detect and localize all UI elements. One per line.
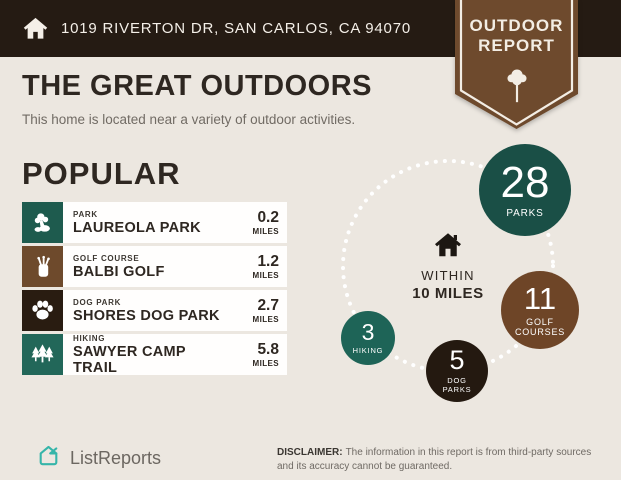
- golf-courses-label: GOLF COURSES: [514, 316, 566, 337]
- listreports-brand: ListReports: [36, 443, 161, 473]
- page-title: THE GREAT OUTDOORS: [22, 70, 373, 102]
- parks-count-bubble: 28 PARKS: [479, 144, 571, 236]
- item-category: HIKING: [73, 333, 106, 343]
- hiking-count-bubble: 3 HIKING: [341, 311, 395, 365]
- item-distance: 1.2: [257, 253, 279, 270]
- outdoor-report-badge: OUTDOOR REPORT: [455, 0, 578, 132]
- item-name: BALBI GOLF: [73, 263, 165, 280]
- item-distance: 2.7: [257, 297, 279, 314]
- hiking-count: 3: [361, 318, 375, 345]
- hiking-label: HIKING: [352, 345, 384, 355]
- parks-label: PARKS: [506, 207, 544, 219]
- list-item-hiking: HIKING SAWYER CAMP TRAIL 5.8 MILES: [22, 333, 287, 376]
- page-subtitle: This home is located near a variety of o…: [22, 112, 356, 127]
- item-distance-unit: MILES: [252, 271, 279, 280]
- item-distance-block: 1.2 MILES: [225, 246, 287, 287]
- item-text: GOLF COURSE BALBI GOLF: [63, 246, 225, 287]
- item-distance-unit: MILES: [252, 359, 279, 368]
- disclaimer-text: The information in this report is from t…: [277, 447, 592, 472]
- dog-parks-count-bubble: 5 DOG PARKS: [426, 340, 488, 402]
- dog-parks-label: DOG PARKS: [442, 376, 472, 394]
- paw-icon: [22, 290, 63, 331]
- item-name: LAUREOLA PARK: [73, 219, 201, 236]
- badge-title-line2: REPORT: [478, 36, 555, 55]
- list-item-dog-park: DOG PARK SHORES DOG PARK 2.7 MILES: [22, 290, 287, 331]
- item-category: GOLF COURSE: [73, 253, 140, 263]
- property-address: 1019 RIVERTON DR, SAN CARLOS, CA 94070: [61, 20, 411, 37]
- list-item-park: PARK LAUREOLA PARK 0.2 MILES: [22, 202, 287, 243]
- house-icon: [433, 231, 463, 264]
- item-distance-unit: MILES: [252, 227, 279, 236]
- golf-courses-count: 11: [523, 280, 557, 316]
- golf-courses-count-bubble: 11 GOLF COURSES: [501, 271, 579, 349]
- item-text: HIKING SAWYER CAMP TRAIL: [63, 333, 225, 376]
- radius-label-line1: WITHIN: [421, 268, 475, 283]
- home-icon: [22, 15, 49, 42]
- dog-parks-count: 5: [449, 345, 465, 376]
- item-distance-unit: MILES: [252, 315, 279, 324]
- park-icon: [22, 202, 63, 243]
- parks-count: 28: [500, 157, 550, 207]
- item-name: SAWYER CAMP TRAIL: [73, 343, 186, 376]
- popular-heading: POPULAR: [22, 156, 181, 191]
- disclaimer: DISCLAIMER: The information in this repor…: [277, 446, 610, 474]
- item-distance: 0.2: [257, 209, 279, 226]
- list-item-golf: GOLF COURSE BALBI GOLF 1.2 MILES: [22, 246, 287, 287]
- item-text: PARK LAUREOLA PARK: [63, 202, 225, 243]
- item-distance-block: 2.7 MILES: [225, 290, 287, 331]
- item-distance-block: 0.2 MILES: [225, 202, 287, 243]
- badge-title-line1: OUTDOOR: [469, 16, 564, 35]
- radius-center: WITHIN 10 MILES: [404, 231, 492, 302]
- radius-label-line2: 10 MILES: [412, 285, 484, 302]
- pine-trees-icon: [22, 334, 63, 375]
- item-name: SHORES DOG PARK: [73, 307, 220, 324]
- disclaimer-label: DISCLAIMER:: [277, 447, 343, 458]
- item-distance: 5.8: [257, 341, 279, 358]
- item-distance-block: 5.8 MILES: [225, 334, 287, 375]
- item-text: DOG PARK SHORES DOG PARK: [63, 290, 225, 331]
- item-category: DOG PARK: [73, 297, 122, 307]
- golf-bag-icon: [22, 246, 63, 287]
- item-category: PARK: [73, 209, 98, 219]
- popular-list: PARK LAUREOLA PARK 0.2 MILES: [22, 202, 287, 376]
- listreports-logo-icon: [36, 443, 61, 473]
- brand-name: ListReports: [70, 447, 162, 468]
